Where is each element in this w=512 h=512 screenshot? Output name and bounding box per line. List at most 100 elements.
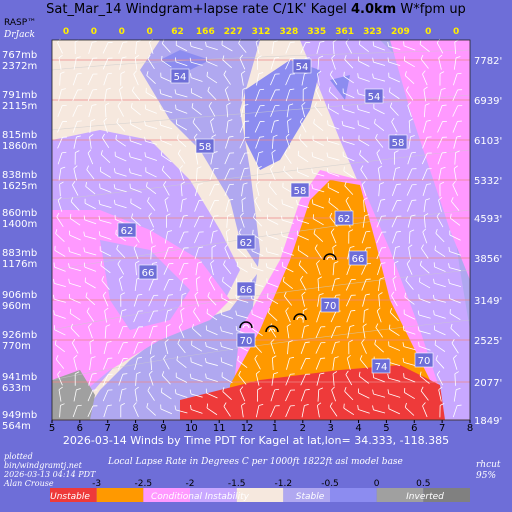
wind-barb-flag: [327, 120, 329, 125]
wind-barb-flag: [418, 294, 420, 299]
wind-barb-staff: [160, 140, 173, 146]
wind-barb-staff: [282, 235, 294, 240]
wind-barb: [72, 120, 82, 133]
x-tick-label: 7: [105, 423, 111, 434]
contour-label-box: [364, 88, 384, 104]
wind-barb-staff: [84, 219, 97, 225]
wind-barb-flag: [168, 294, 173, 296]
wind-barb-staff: [239, 389, 246, 402]
wind-barb-staff: [102, 358, 109, 370]
wind-barb-flag: [192, 118, 196, 123]
wind-barb-flag: [347, 354, 351, 359]
wind-barb: [287, 340, 293, 355]
wind-barb: [360, 165, 368, 180]
wind-barb: [270, 339, 276, 355]
wind-barb-staff: [314, 106, 323, 117]
wind-barb-staff: [313, 233, 324, 242]
wind-barb: [271, 372, 279, 386]
wind-barb-flag: [290, 73, 295, 75]
wind-barb-flag: [351, 294, 356, 296]
wind-barb-flag: [168, 263, 174, 265]
wind-barb: [282, 262, 294, 273]
wind-barb-staff: [241, 184, 244, 197]
wind-barb-staff: [301, 105, 306, 118]
wind-barb: [300, 357, 311, 370]
wind-barb-flag: [284, 149, 288, 154]
wind-barb: [432, 294, 446, 303]
wind-barb: [300, 41, 311, 54]
wind-barb-flag: [53, 278, 55, 284]
wind-barb-flag: [120, 403, 125, 406]
contour-line-2: [51, 149, 471, 201]
wind-barb: [452, 89, 463, 102]
wind-barb-staff: [145, 140, 158, 145]
wind-barb-staff: [407, 152, 412, 165]
wind-barb-staff: [345, 42, 353, 54]
wind-barb-staff: [56, 216, 64, 228]
wind-barb-flag: [267, 293, 269, 298]
wind-barb: [345, 294, 356, 307]
wind-barb-staff: [175, 393, 188, 398]
wind-barb-flag: [418, 341, 420, 347]
contour-label: 58: [199, 142, 212, 153]
wind-barb: [312, 135, 324, 146]
wind-barb-flag: [152, 325, 158, 328]
wind-barb-staff: [282, 266, 294, 273]
wind-barb-flag: [363, 197, 368, 201]
wind-barb: [149, 228, 155, 244]
wind-barb-staff: [102, 295, 109, 307]
wind-barb-staff: [89, 358, 92, 370]
wind-barb-staff: [224, 184, 230, 196]
thermal-arc-inner: [326, 256, 334, 261]
wind-barb: [85, 182, 96, 195]
wind-barb: [104, 102, 110, 118]
wind-barb-flag: [168, 278, 174, 280]
wind-barb-staff: [241, 73, 244, 86]
wind-barb-staff: [408, 136, 411, 149]
wind-barb: [357, 120, 370, 130]
wind-barb-staff: [240, 215, 245, 228]
wind-barb: [180, 292, 187, 307]
wind-barb-staff: [102, 137, 110, 149]
wind-barb: [267, 293, 279, 305]
wind-barb-staff: [317, 389, 320, 402]
wind-barb-staff: [208, 105, 216, 117]
wind-barb-staff: [57, 374, 63, 386]
wind-barb-flag: [190, 73, 192, 78]
wind-barb-staff: [316, 373, 321, 386]
wind-barb-staff: [282, 251, 294, 256]
wind-barb: [419, 260, 430, 274]
wind-barb-staff: [392, 279, 397, 291]
wind-barb-staff: [148, 373, 154, 386]
wind-barb: [225, 119, 233, 133]
wind-barb-staff: [179, 215, 184, 228]
wind-barb-staff: [72, 105, 79, 117]
wind-barb-flag: [358, 388, 360, 393]
wind-barb: [235, 310, 249, 319]
wind-barb-flag: [86, 307, 90, 312]
wind-barb-flag: [433, 310, 435, 315]
wind-barb-staff: [287, 342, 289, 355]
wind-barb-staff: [131, 107, 141, 116]
wind-barb: [240, 167, 249, 181]
wind-barb-staff: [316, 405, 320, 418]
wind-barb-flag: [100, 261, 103, 266]
wind-barb: [210, 260, 215, 276]
wind-barb-staff: [222, 391, 232, 400]
wind-barb-staff: [130, 187, 142, 193]
wind-barb-flag: [365, 293, 370, 296]
wind-barb-staff: [345, 200, 352, 212]
wind-barb: [341, 120, 355, 129]
wind-barb-staff: [73, 136, 77, 149]
wind-barb: [283, 291, 293, 306]
wind-barb: [405, 86, 414, 101]
legend-band-3: [190, 488, 237, 502]
wind-barb-staff: [150, 357, 153, 371]
wind-barb-staff: [317, 278, 320, 292]
wind-barb: [179, 277, 188, 291]
wind-barb: [345, 196, 352, 212]
wind-barb-flag: [92, 372, 97, 375]
legend-band-5: [283, 488, 330, 502]
wind-barb-staff: [301, 326, 305, 339]
wind-barb: [161, 55, 172, 68]
